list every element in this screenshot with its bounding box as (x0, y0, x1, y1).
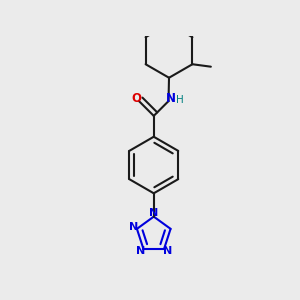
Text: N: N (136, 246, 145, 256)
Text: N: N (129, 222, 138, 233)
Text: N: N (163, 246, 172, 256)
Text: N: N (149, 208, 158, 218)
Text: N: N (166, 92, 176, 105)
Text: O: O (131, 92, 142, 105)
Text: H: H (176, 95, 184, 105)
